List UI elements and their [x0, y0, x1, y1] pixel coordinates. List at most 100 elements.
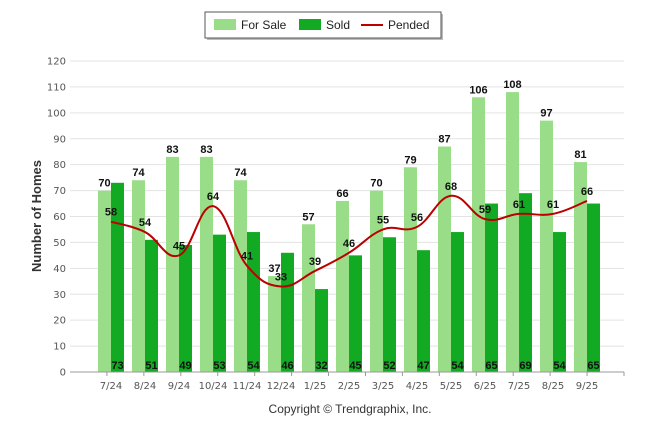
label-for-sale: 83: [200, 144, 212, 156]
bars: [98, 92, 600, 373]
bar-for-sale: [268, 276, 281, 372]
x-tick-label: 11/24: [233, 381, 262, 392]
bar-sold: [417, 250, 430, 372]
label-sold: 51: [145, 360, 157, 372]
x-tick-label: 3/25: [372, 381, 394, 392]
bar-sold: [111, 182, 124, 372]
y-tick-label: 120: [47, 57, 66, 68]
x-tick-label: 8/25: [542, 381, 564, 392]
label-for-sale: 97: [540, 108, 552, 120]
label-sold: 73: [111, 360, 123, 372]
label-sold: 49: [179, 360, 191, 372]
legend-box: [204, 11, 442, 39]
label-for-sale: 57: [302, 211, 314, 223]
label-for-sale: 106: [469, 84, 487, 96]
legend-swatch-for-sale: [214, 19, 236, 30]
legend-label-for-sale: For Sale: [241, 18, 287, 32]
copyright-footer: Copyright © Trendgraphix, Inc.: [269, 402, 432, 416]
pended-line: [110, 194, 588, 288]
y-axis-label: Number of Homes: [29, 160, 44, 272]
x-tick-label: 4/25: [406, 381, 428, 392]
label-sold: 54: [553, 360, 566, 372]
bar-sold: [519, 193, 532, 372]
x-tick-label: 8/24: [134, 381, 156, 392]
bar-sold: [145, 239, 158, 372]
legend-label-pended: Pended: [388, 18, 429, 32]
label-sold: 47: [417, 360, 429, 372]
bar-sold: [247, 232, 260, 372]
label-pended: 58: [105, 207, 117, 219]
y-tick-label: 40: [53, 264, 66, 275]
bar-for-sale: [506, 92, 519, 372]
y-tick-label: 80: [53, 160, 66, 171]
label-for-sale: 74: [132, 167, 145, 179]
label-pended: 61: [513, 199, 525, 211]
label-sold: 46: [281, 360, 293, 372]
legend-swatch-sold: [299, 19, 321, 30]
y-tick-label: 50: [53, 238, 66, 249]
label-pended: 66: [581, 186, 593, 198]
label-sold: 45: [349, 360, 361, 372]
bar-sold: [383, 237, 396, 372]
y-tick-label: 110: [47, 82, 66, 93]
bar-sold: [281, 252, 294, 372]
bar-sold: [451, 232, 464, 372]
bar-for-sale: [540, 120, 553, 372]
bar-for-sale: [234, 180, 247, 372]
bar-sold: [587, 203, 600, 372]
label-pended: 59: [479, 204, 491, 216]
label-pended: 64: [207, 191, 220, 203]
label-for-sale: 108: [503, 79, 521, 91]
label-for-sale: 66: [336, 188, 348, 200]
x-tick-label: 12/24: [267, 381, 296, 392]
bar-for-sale: [200, 156, 213, 372]
x-tick-label: 1/25: [304, 381, 326, 392]
x-axis-ticks: 7/24 8/24 9/24 10/24 11/24 12/24 1/25 2/25 3/25 4…: [100, 372, 625, 392]
bar-for-sale: [574, 162, 587, 372]
label-for-sale: 74: [234, 167, 247, 179]
label-sold: 53: [213, 360, 225, 372]
label-pended: 54: [139, 217, 152, 229]
label-for-sale: 83: [166, 144, 178, 156]
data-labels: 70 73 74 51 83 49 83 53 74 54 37 46 57 32 66 45 70 52 79 47…: [98, 79, 599, 372]
label-sold: 69: [519, 360, 531, 372]
label-for-sale: 87: [438, 134, 450, 146]
x-tick-label: 9/25: [576, 381, 598, 392]
bar-for-sale: [336, 200, 349, 372]
label-for-sale: 79: [404, 154, 416, 166]
label-pended: 33: [275, 271, 287, 283]
bar-for-sale: [98, 190, 111, 372]
label-pended: 56: [411, 212, 423, 224]
label-sold: 54: [247, 360, 260, 372]
label-pended: 55: [377, 214, 389, 226]
bar-sold: [553, 232, 566, 372]
pended-line-group: [110, 194, 588, 288]
y-axis-ticks: 0 10 20 30 40 50 60 70 80 90 100 110 120: [47, 57, 66, 379]
label-sold: 65: [587, 360, 599, 372]
label-for-sale: 37: [268, 263, 280, 275]
x-tick-label: 7/24: [100, 381, 122, 392]
bar-for-sale: [438, 146, 451, 372]
bar-for-sale: [166, 156, 179, 372]
label-for-sale: 70: [98, 178, 110, 190]
label-sold: 54: [451, 360, 464, 372]
y-tick-label: 10: [53, 342, 66, 353]
bar-for-sale: [302, 224, 315, 372]
bar-sold: [179, 245, 192, 372]
bar-sold: [349, 255, 362, 372]
label-sold: 32: [315, 360, 327, 372]
bar-for-sale: [370, 190, 383, 372]
x-tick-label: 6/25: [474, 381, 496, 392]
y-tick-label: 20: [53, 316, 66, 327]
y-tick-label: 70: [53, 186, 66, 197]
label-pended: 61: [547, 199, 559, 211]
x-tick-label: 2/25: [338, 381, 360, 392]
label-pended: 45: [173, 240, 185, 252]
legend: For Sale Sold Pended: [204, 11, 443, 40]
x-tick-label: 10/24: [199, 381, 228, 392]
label-pended: 41: [241, 251, 253, 263]
label-sold: 65: [485, 360, 497, 372]
y-tick-label: 0: [60, 368, 66, 379]
label-pended: 46: [343, 238, 355, 250]
bar-sold: [213, 234, 226, 372]
